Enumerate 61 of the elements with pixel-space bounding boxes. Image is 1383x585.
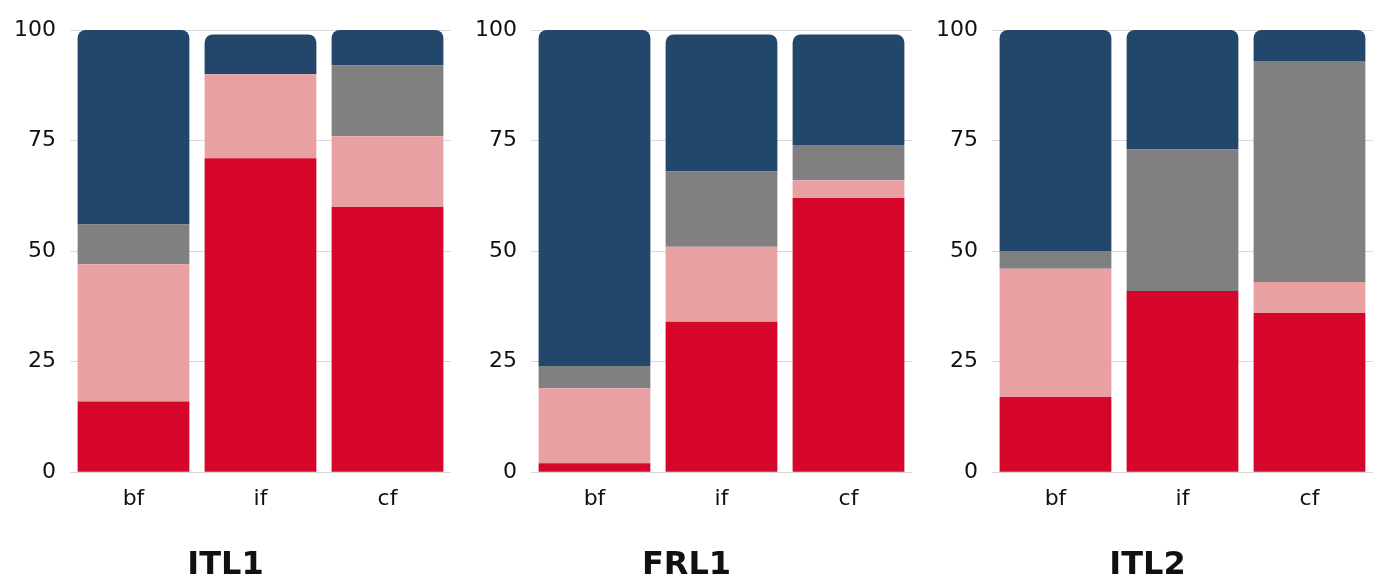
- y-tick-label: 50: [488, 236, 517, 262]
- x-tick-label: bf: [122, 485, 146, 511]
- y-tick-label: 100: [13, 15, 56, 41]
- text: ITL1: [187, 544, 264, 583]
- x-tick-label: bf: [583, 485, 607, 511]
- y-tick-label: 0: [41, 457, 56, 483]
- y-tick-label: 75: [488, 126, 517, 152]
- bar: [204, 34, 317, 75]
- bar: [331, 30, 444, 66]
- bar: [665, 321, 778, 472]
- bar: [792, 198, 905, 472]
- bar: [1126, 149, 1239, 291]
- bar: [1253, 60, 1366, 283]
- bar: [792, 180, 905, 199]
- bar: [538, 366, 651, 389]
- bar: [665, 34, 778, 172]
- y-tick-label: 75: [949, 126, 978, 152]
- bar: [999, 268, 1112, 398]
- bar: [204, 74, 317, 159]
- x-tick-label: if: [253, 485, 269, 511]
- bar: [999, 397, 1112, 472]
- x-tick-label: cf: [377, 485, 399, 511]
- bar: [999, 30, 1112, 252]
- y-tick-label: 100: [474, 15, 517, 41]
- y-tick-label: 25: [949, 347, 978, 373]
- bar: [77, 401, 190, 472]
- x-tick-label: bf: [1044, 485, 1068, 511]
- bar: [331, 65, 444, 137]
- y-tick-label: 0: [502, 457, 517, 483]
- y-tick-label: 50: [949, 236, 978, 262]
- y-tick-label: 50: [27, 236, 56, 262]
- bar: [665, 246, 778, 322]
- bar: [77, 30, 190, 225]
- x-tick-label: cf: [1299, 485, 1321, 511]
- bar: [204, 158, 317, 472]
- bar: [538, 463, 651, 472]
- bar: [538, 30, 651, 367]
- bar: [1253, 30, 1366, 61]
- bar: [1126, 290, 1239, 472]
- text: FRL1: [641, 544, 732, 583]
- y-tick-label: 100: [935, 15, 978, 41]
- x-tick-label: cf: [838, 485, 860, 511]
- bar: [1126, 30, 1239, 150]
- bar: [665, 171, 778, 247]
- x-tick-label: if: [714, 485, 730, 511]
- y-tick-label: 0: [963, 457, 978, 483]
- bar: [792, 34, 905, 145]
- text: ITL2: [1109, 544, 1186, 583]
- bar: [77, 264, 190, 402]
- y-tick-label: 25: [488, 347, 517, 373]
- y-tick-label: 75: [27, 126, 56, 152]
- bar: [1253, 282, 1366, 314]
- x-tick-label: if: [1175, 485, 1191, 511]
- bar: [77, 224, 190, 265]
- bar: [331, 206, 444, 472]
- y-tick-label: 25: [27, 347, 56, 373]
- bar: [538, 388, 651, 464]
- bar: [1253, 313, 1366, 472]
- bar: [999, 251, 1112, 269]
- bar: [792, 144, 905, 181]
- bar: [331, 136, 444, 207]
